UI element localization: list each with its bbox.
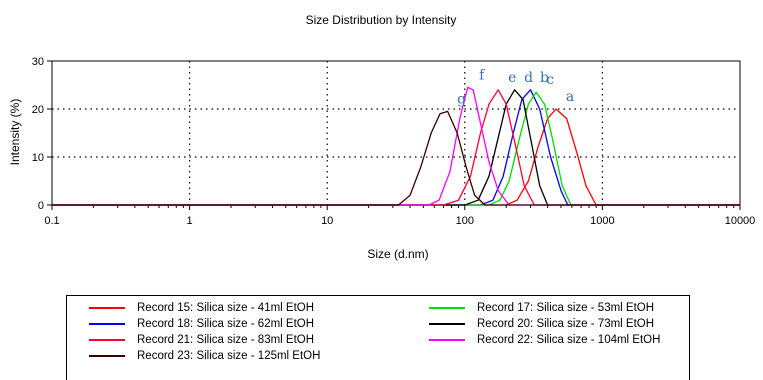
legend-swatch — [89, 323, 125, 325]
series-layer — [52, 86, 740, 206]
y-tick-label: 0 — [38, 200, 44, 212]
peak-label: g — [457, 91, 466, 107]
legend-label: Record 18: Silica size - 62ml EtOH — [137, 318, 315, 330]
peak-label: e — [508, 70, 516, 86]
peak-label: a — [566, 89, 574, 105]
legend-swatch — [89, 307, 125, 309]
legend-swatch — [429, 339, 465, 341]
x-tick-label: 1 — [187, 215, 193, 227]
peak-label: c — [546, 72, 554, 88]
peak-label: b — [540, 70, 549, 86]
series-line — [52, 86, 740, 206]
series-line — [52, 89, 740, 206]
legend-label: Record 20: Silica size - 73ml EtOH — [477, 318, 655, 330]
series-line — [52, 89, 740, 206]
x-tick-label: 1000 — [590, 215, 614, 227]
y-tick-label: 30 — [32, 56, 44, 68]
grid — [52, 61, 740, 205]
peak-label: d — [524, 70, 533, 86]
legend-swatch — [89, 355, 125, 357]
series-line — [52, 110, 740, 206]
peak-label: f — [479, 67, 486, 83]
series-line — [52, 108, 740, 206]
x-tick-label: 0.1 — [44, 215, 59, 227]
x-axis-label: Size (d.nm) — [367, 247, 428, 261]
legend-swatch — [429, 323, 465, 325]
chart-title: Size Distribution by Intensity — [306, 13, 457, 27]
legend: Record 15: Silica size - 41ml EtOH Record… — [66, 295, 690, 380]
legend-label: Record 21: Silica size - 83ml EtOH — [137, 334, 315, 346]
legend-swatch — [89, 339, 125, 341]
legend-label: Record 15: Silica size - 41ml EtOH — [137, 302, 315, 314]
y-axis-label: Intensity (%) — [8, 99, 22, 166]
y-tick-label: 20 — [32, 104, 44, 116]
legend-label: Record 23: Silica size - 125ml EtOH — [137, 350, 321, 362]
plot-frame — [51, 60, 741, 206]
y-tick-label: 10 — [32, 152, 44, 164]
legend-label: Record 22: Silica size - 104ml EtOH — [477, 334, 661, 346]
x-tick-label: 100 — [456, 215, 474, 227]
axes: 0.1 1 10 100 1000 10000 0 10 20 30 — [32, 56, 756, 227]
size-distribution-chart: Size Distribution by Intensity 0.1 1 10 100… — [8, 13, 756, 261]
x-tick-label: 10 — [321, 215, 333, 227]
series-line — [52, 89, 740, 206]
legend-label: Record 17: Silica size - 53ml EtOH — [477, 302, 655, 314]
x-tick-label: 10000 — [725, 215, 756, 227]
series-line — [52, 91, 740, 206]
legend-swatch — [429, 307, 465, 309]
